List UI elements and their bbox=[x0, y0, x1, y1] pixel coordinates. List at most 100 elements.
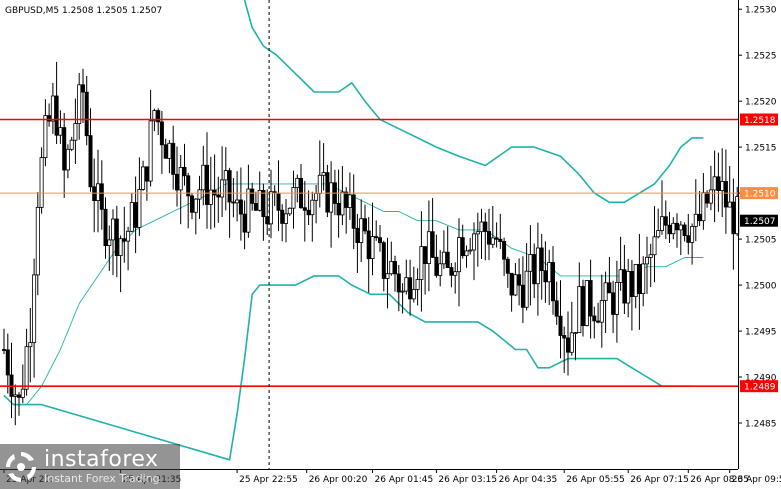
candle-body bbox=[114, 218, 119, 256]
candle-body bbox=[238, 199, 243, 215]
candle-body bbox=[573, 332, 578, 335]
candle-body bbox=[54, 95, 59, 136]
candle-body bbox=[13, 394, 18, 397]
candle-body bbox=[622, 269, 627, 304]
candle-body bbox=[720, 181, 725, 192]
candle-body bbox=[641, 263, 646, 294]
candle-body bbox=[310, 199, 315, 216]
candle-body bbox=[494, 237, 499, 240]
candle-body bbox=[528, 254, 533, 272]
candle-body bbox=[2, 349, 7, 351]
candle-body bbox=[618, 269, 623, 283]
price-tick-label: 1.2495 bbox=[745, 328, 777, 338]
candle-body bbox=[697, 213, 702, 222]
candle-body bbox=[607, 282, 612, 294]
candle-body bbox=[178, 166, 183, 191]
candle-body bbox=[614, 281, 619, 315]
candle-body bbox=[163, 144, 168, 159]
candle-body bbox=[626, 270, 631, 304]
price-axis: 1.25301.25251.25201.25151.25101.25051.25… bbox=[738, 6, 777, 430]
level-tag bbox=[740, 187, 778, 200]
candle-body bbox=[329, 182, 334, 213]
candle-body bbox=[592, 315, 597, 322]
candle-body bbox=[479, 221, 484, 233]
candle-body bbox=[581, 286, 586, 326]
candle-body bbox=[362, 218, 367, 232]
candle-body bbox=[302, 207, 307, 211]
candle-body bbox=[415, 279, 420, 290]
candle-body bbox=[611, 292, 616, 315]
time-tick-label: 26 Apr 03:15 bbox=[438, 475, 497, 485]
candle-body bbox=[99, 183, 104, 210]
candle-body bbox=[584, 280, 589, 326]
candle-body bbox=[148, 120, 153, 182]
candle-body bbox=[366, 230, 371, 260]
candle-body bbox=[347, 194, 352, 208]
candle-body bbox=[716, 176, 721, 192]
candle-body bbox=[483, 221, 488, 232]
candle-body bbox=[723, 181, 728, 208]
candle-body bbox=[24, 346, 29, 390]
candle-body bbox=[404, 277, 409, 292]
candle-body bbox=[637, 263, 642, 294]
candle-body bbox=[381, 242, 386, 279]
candle-body bbox=[566, 337, 571, 353]
candle-body bbox=[524, 270, 529, 308]
candle-body bbox=[475, 231, 480, 235]
candle-body bbox=[490, 237, 495, 245]
candle-body bbox=[441, 251, 446, 265]
candle-body bbox=[167, 142, 172, 159]
chart-title: GBPUSD,M5 1.2508 1.2505 1.2507 bbox=[5, 6, 162, 16]
candle-body bbox=[204, 164, 209, 205]
candle-body bbox=[532, 254, 537, 285]
candle-body bbox=[253, 202, 258, 211]
candle-body bbox=[656, 230, 661, 238]
candle-body bbox=[351, 194, 356, 229]
candle-body bbox=[513, 274, 518, 296]
candle-body bbox=[686, 235, 691, 243]
candle-body bbox=[660, 216, 665, 231]
candle-body bbox=[359, 218, 364, 243]
candle-body bbox=[317, 174, 322, 194]
candle-body bbox=[460, 237, 465, 257]
instaforex-logo[interactable]: instaforex Instant Forex Trading bbox=[0, 444, 180, 489]
candle-body bbox=[92, 186, 97, 202]
candle-body bbox=[280, 209, 285, 224]
candle-body bbox=[295, 177, 300, 188]
candle-body bbox=[32, 274, 37, 343]
candle-body bbox=[20, 388, 25, 398]
candle-body bbox=[227, 170, 232, 203]
candle-body bbox=[314, 193, 319, 201]
candle-body bbox=[62, 127, 67, 171]
candle-body bbox=[396, 273, 401, 293]
candle-body bbox=[596, 320, 601, 323]
level-tag-label: 1.2518 bbox=[744, 116, 776, 126]
candle-body bbox=[276, 192, 281, 211]
candle-body bbox=[268, 191, 273, 225]
time-tick-label: 26 Apr 08:35 bbox=[690, 475, 749, 485]
candle-body bbox=[235, 199, 240, 204]
candle-body bbox=[212, 189, 217, 196]
candle-body bbox=[671, 222, 676, 235]
price-tick-label: 1.2505 bbox=[745, 236, 777, 246]
candle-body bbox=[111, 218, 116, 241]
level-tag bbox=[740, 380, 778, 393]
candle-body bbox=[690, 225, 695, 243]
candle-body bbox=[453, 271, 458, 276]
logo-name: instaforex bbox=[44, 447, 159, 472]
candle-body bbox=[73, 123, 78, 141]
price-tick-label: 1.2485 bbox=[745, 420, 777, 430]
candle-body bbox=[520, 284, 525, 308]
candle-body bbox=[223, 170, 228, 181]
price-tags: 1.2518 1.2510 1.2489 1.2507 bbox=[740, 113, 778, 393]
candle-body bbox=[96, 183, 101, 202]
candle-body bbox=[558, 315, 563, 336]
candle-body bbox=[667, 224, 672, 235]
candle-body bbox=[144, 166, 149, 182]
candle-body bbox=[498, 238, 503, 243]
candle-body bbox=[193, 198, 198, 213]
candle-body bbox=[355, 227, 360, 244]
candle-body bbox=[69, 139, 74, 150]
candle-body bbox=[648, 254, 653, 258]
